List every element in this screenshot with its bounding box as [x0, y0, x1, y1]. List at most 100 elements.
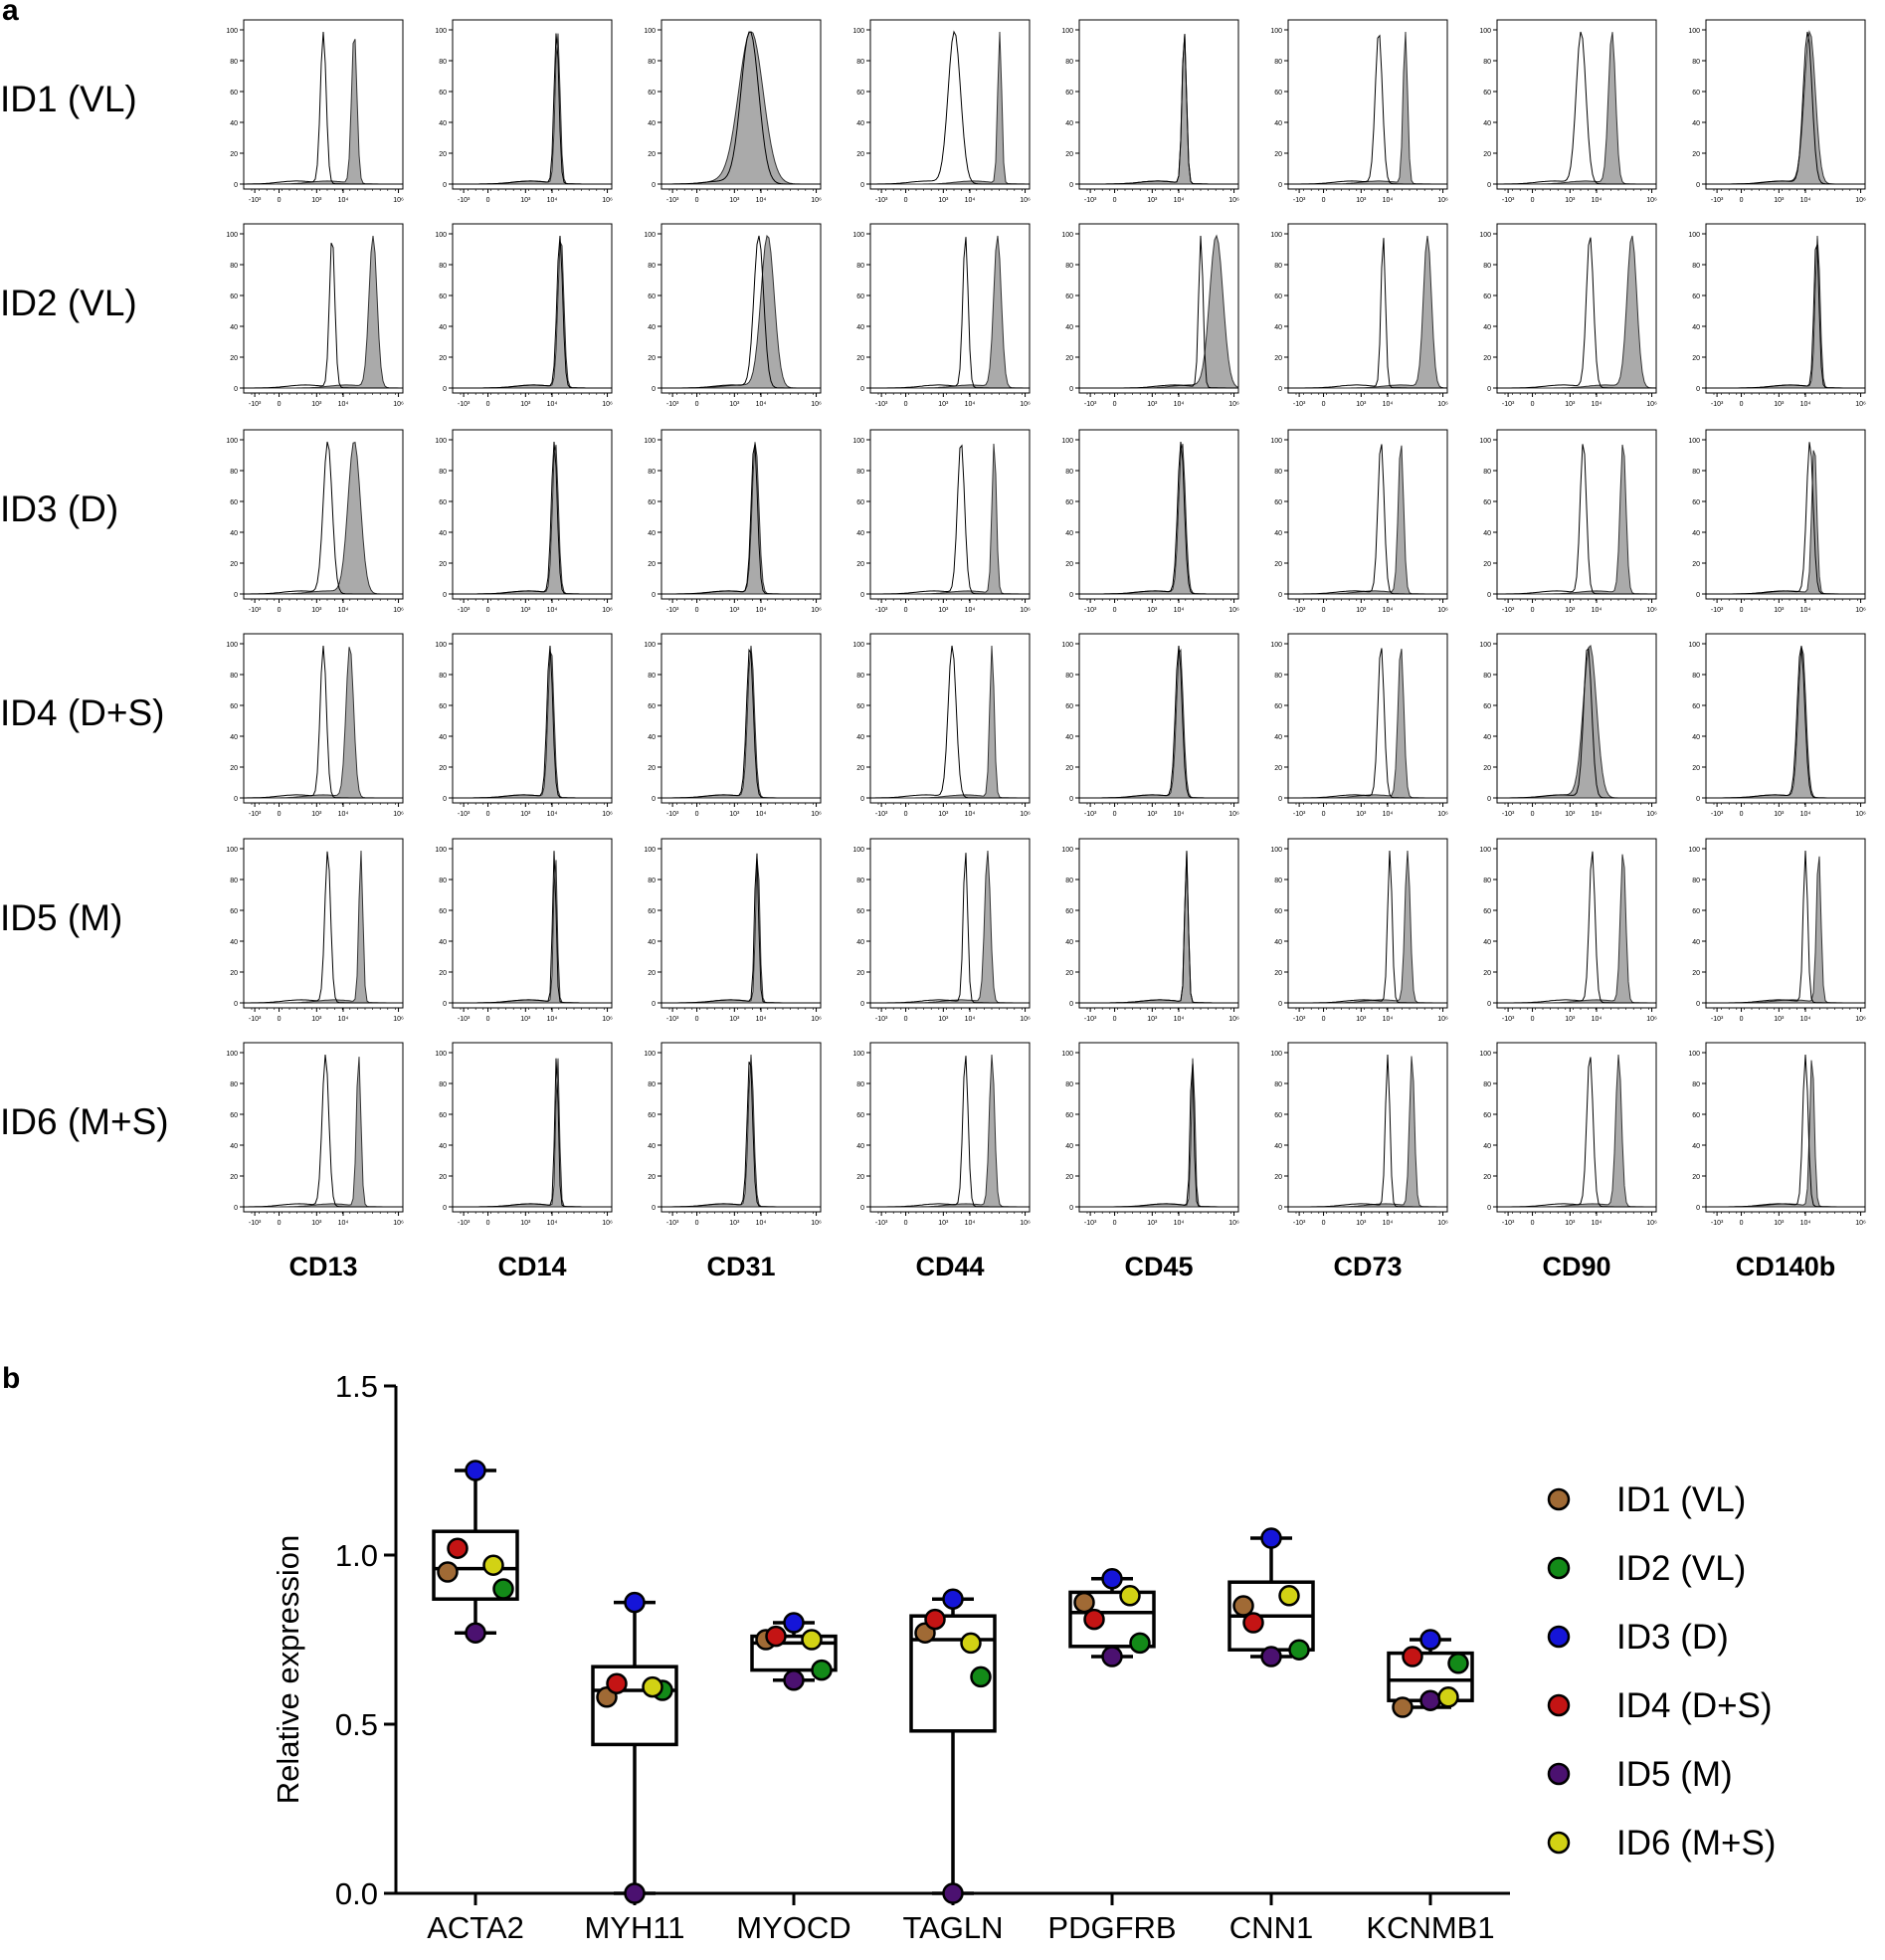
x-tick-label: 10³ — [1565, 197, 1576, 204]
data-point — [1119, 1585, 1141, 1607]
y-tick-label: 100 — [435, 232, 447, 239]
x-tick-label: 0 — [695, 811, 699, 818]
y-tick-label: 40 — [856, 324, 864, 331]
x-tick-label: 10⁴ — [1174, 1220, 1185, 1227]
stained-histogram — [870, 235, 1030, 389]
stained-histogram — [870, 850, 1030, 1004]
histogram-cell: 0 20 40 60 80 100 -10³ 0 10³ 10⁴ 10⁶ — [852, 1042, 1031, 1227]
histogram-frame — [1705, 633, 1866, 804]
data-point — [1288, 1639, 1310, 1661]
y-tick-label: 80 — [439, 673, 447, 680]
histogram-frame — [1287, 633, 1448, 804]
y-tick-label: 60 — [1483, 703, 1491, 710]
y-tick-label: 80 — [1692, 263, 1700, 270]
y-tick-label: 0 — [443, 1205, 447, 1212]
stained-histogram — [244, 647, 403, 799]
histogram-cell: 0 20 40 60 80 100 -10³ 0 10³ 10⁴ 10⁶ — [644, 429, 822, 614]
y-tick-label: 80 — [1692, 878, 1700, 884]
stained-histogram — [1497, 1054, 1656, 1208]
y-tick-label: 0 — [234, 386, 238, 393]
x-tick-label: 10⁶ — [1437, 607, 1448, 614]
control-histogram — [1288, 238, 1447, 389]
y-tick-label: 0 — [1069, 796, 1073, 803]
flow-cytometry-panel: a ID1 (VL) ID2 (VL) ID3 (D) ID4 (D+S) ID5 (M… — [0, 0, 1866, 1281]
y-tick-label: 80 — [856, 673, 864, 680]
y-tick-label: 80 — [648, 263, 656, 270]
x-tick-label: 10³ — [1565, 401, 1576, 408]
y-tick-label: 40 — [1692, 939, 1700, 946]
x-tick-label: 10³ — [1147, 401, 1158, 408]
x-tick-label: 10⁴ — [965, 607, 976, 614]
control-histogram — [661, 235, 821, 389]
y-tick-label: 60 — [439, 1112, 447, 1119]
legend-label: ID6 (M+S) — [1616, 1824, 1776, 1862]
histogram-cell: 0 20 40 60 80 100 -10³ 0 10³ 10⁴ 10⁶ — [1688, 1042, 1866, 1227]
x-tick-label: 10⁶ — [1646, 811, 1657, 818]
column-label: CD44 — [915, 1252, 984, 1281]
y-tick-label: 0 — [1696, 386, 1700, 393]
control-histogram — [661, 31, 821, 185]
x-tick-label: 10⁶ — [602, 1016, 613, 1023]
y-tick-label: 40 — [1692, 1143, 1700, 1150]
x-tick-label: 10⁴ — [1800, 401, 1811, 408]
histogram-frame — [1496, 429, 1657, 600]
x-tick-label: 10³ — [1356, 401, 1367, 408]
legend-label: ID1 (VL) — [1616, 1480, 1746, 1519]
y-tick-label: 100 — [1688, 28, 1700, 35]
y-tick-label: 80 — [230, 673, 238, 680]
stained-histogram — [870, 1054, 1030, 1208]
stained-histogram — [870, 31, 1030, 185]
y-tick-label: 40 — [856, 1143, 864, 1150]
histogram-cell: 0 20 40 60 80 100 -10³ 0 10³ 10⁴ 10⁶ — [1688, 429, 1866, 614]
x-tick-label: -10³ — [1084, 401, 1097, 408]
x-tick-label: 0 — [1740, 1220, 1744, 1227]
x-tick-label: 10⁴ — [756, 197, 767, 204]
histogram-cell: 0 20 40 60 80 100 -10³ 0 10³ 10⁴ 10⁶ — [852, 633, 1031, 818]
control-histogram — [1497, 851, 1656, 1004]
y-tick-label: 40 — [1274, 120, 1282, 127]
box-plot-panel: b 0.0 0.5 1.0 1.5 Relative expression ACTA2 MY… — [2, 1362, 1776, 1945]
stained-histogram — [244, 235, 403, 389]
data-point — [624, 1882, 646, 1904]
stained-histogram — [1706, 647, 1865, 799]
y-tick-label: 40 — [1483, 324, 1491, 331]
y-tick-label: 0 — [1487, 1001, 1491, 1008]
x-tick-label: -10³ — [1084, 1016, 1097, 1023]
y-tick-label: 0 — [652, 1205, 656, 1212]
histogram-frame — [243, 838, 404, 1009]
y-tick-label: 40 — [230, 1143, 238, 1150]
legend-label: ID2 (VL) — [1616, 1549, 1746, 1588]
x-tick-label: 10³ — [311, 607, 322, 614]
x-tick-label: 0 — [1531, 1016, 1535, 1023]
histogram-frame — [243, 633, 404, 804]
histogram-cell: 0 20 40 60 80 100 -10³ 0 10³ 10⁴ 10⁶ — [1479, 633, 1657, 818]
histogram-cell: 0 20 40 60 80 100 -10³ 0 10³ 10⁴ 10⁶ — [1688, 223, 1866, 408]
y-tick-label: 80 — [648, 878, 656, 884]
y-tick-label: 100 — [1061, 232, 1073, 239]
histogram-cell: 0 20 40 60 80 100 -10³ 0 10³ 10⁴ 10⁶ — [226, 838, 404, 1023]
stained-histogram — [1706, 235, 1865, 389]
stained-histogram — [1288, 445, 1447, 595]
y-tick-label: 20 — [856, 355, 864, 362]
x-tick-label: -10³ — [666, 1220, 679, 1227]
stained-histogram — [661, 645, 821, 799]
y-tick-label: 100 — [435, 642, 447, 649]
control-histogram — [1288, 1054, 1447, 1208]
box-acta2 — [432, 1469, 519, 1635]
x-tick-label: 0 — [1740, 1016, 1744, 1023]
y-tick-label: 100 — [435, 438, 447, 445]
y-tick-label: 0 — [1278, 182, 1282, 189]
x-tick-label: 0 — [695, 401, 699, 408]
y-tick-label: 60 — [1274, 908, 1282, 915]
y-tick-label: 100 — [644, 642, 656, 649]
y-tick-label: 60 — [1274, 499, 1282, 506]
data-point — [1129, 1632, 1151, 1655]
histogram-cell: 0 20 40 60 80 100 -10³ 0 10³ 10⁴ 10⁶ — [1688, 19, 1866, 204]
y-tick-label: 40 — [1065, 939, 1073, 946]
x-tick-label: 0 — [1113, 811, 1117, 818]
x-tick-label: 10⁴ — [1800, 811, 1811, 818]
y-tick-label: 60 — [1274, 294, 1282, 300]
x-tick-label: 0 — [904, 811, 908, 818]
data-point — [924, 1608, 946, 1631]
y-tick-label: 80 — [1483, 878, 1491, 884]
